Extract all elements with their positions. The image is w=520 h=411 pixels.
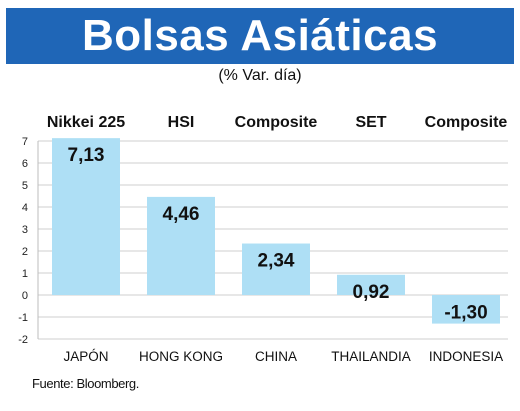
y-tick-label: -1 <box>18 312 28 324</box>
index-label: Composite <box>235 114 318 131</box>
y-axis-ticks: 7 6 5 4 3 2 1 0 -1 -2 <box>18 136 28 346</box>
y-tick-label: 3 <box>22 224 28 236</box>
data-label: -1,30 <box>444 303 487 324</box>
x-tick-label: CHINA <box>255 349 297 364</box>
x-tick-label: INDONESIA <box>429 349 503 364</box>
y-tick-label: 2 <box>22 246 28 258</box>
index-label: HSI <box>168 114 195 131</box>
y-tick-label: 6 <box>22 158 28 170</box>
y-tick-label: -2 <box>18 334 28 346</box>
y-tick-label: 0 <box>22 290 28 302</box>
data-label: 0,92 <box>353 282 390 303</box>
bar <box>242 243 310 295</box>
source-note: Fuente: Bloomberg. <box>32 376 139 391</box>
index-label: Composite <box>425 114 508 131</box>
index-label: Nikkei 225 <box>47 114 125 131</box>
category-labels: 7,13 Nikkei 225 JAPÓN 4,46 HSI HONG KONG 2,34 C… <box>47 114 508 364</box>
bars <box>52 138 500 324</box>
data-label: 4,46 <box>163 204 200 225</box>
y-tick-label: 1 <box>22 268 28 280</box>
data-label: 2,34 <box>258 251 295 272</box>
bar <box>52 138 120 295</box>
x-tick-label: THAILANDIA <box>331 349 411 364</box>
chart-title: Bolsas Asiáticas <box>81 11 439 60</box>
index-label: SET <box>355 114 386 131</box>
y-tick-label: 7 <box>22 136 28 148</box>
bar <box>147 196 215 295</box>
y-tick-label: 4 <box>22 202 28 214</box>
y-tick-label: 5 <box>22 180 28 192</box>
bar <box>337 274 405 295</box>
chart-subtitle: (% Var. día) <box>218 67 302 84</box>
data-label: 7,13 <box>68 145 105 166</box>
x-tick-label: HONG KONG <box>139 349 223 364</box>
x-tick-label: JAPÓN <box>63 349 108 364</box>
bar <box>432 295 500 324</box>
title-banner: Bolsas Asiáticas <box>6 8 514 64</box>
